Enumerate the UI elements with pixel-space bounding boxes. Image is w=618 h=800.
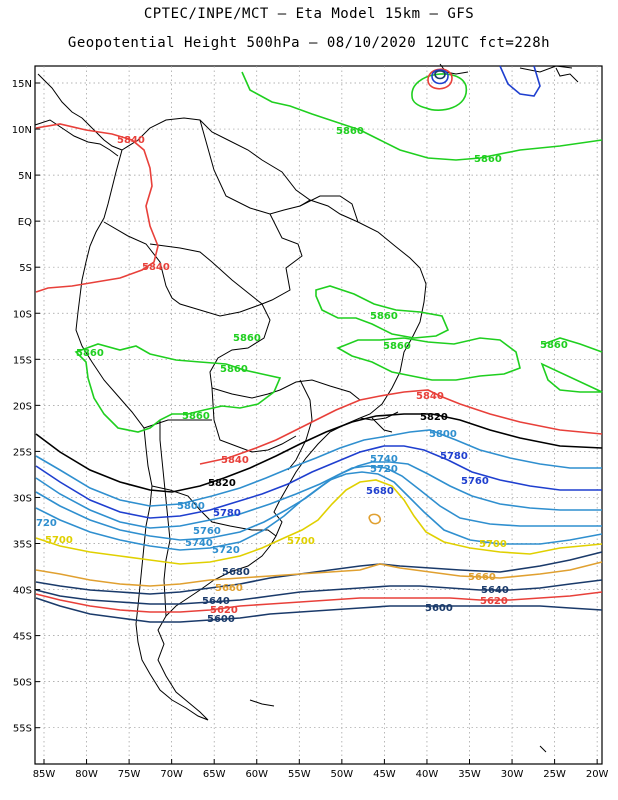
contour-label: 5800 [429, 429, 457, 440]
contour-label: 5800 [177, 501, 205, 512]
lat-tick-label: 45S [13, 632, 32, 643]
south-america-coast [75, 117, 427, 721]
title-line-2: Geopotential Height 500hPa – 08/10/2020 … [67, 35, 551, 51]
contour-lines [35, 65, 603, 623]
contour-label: 5620 [480, 596, 508, 607]
lat-tick-label: 15S [13, 355, 32, 366]
lat-tick-label: 35S [13, 540, 32, 551]
lat-tick-label: 20S [13, 401, 32, 412]
contour-5660 [35, 561, 603, 587]
lon-tick-label: 25W [543, 769, 566, 780]
title-line-1: CPTEC/INPE/MCT – Eta Model 15km – GFS [143, 6, 475, 22]
contour-label: 5780 [440, 451, 468, 462]
lon-tick-label: 55W [288, 769, 311, 780]
contour-label: 5660 [468, 572, 496, 583]
contour-label: 5860 [76, 348, 104, 359]
lon-tick-label: 20W [586, 769, 609, 780]
contour-5700 [35, 479, 603, 565]
contour-label: 5780 [213, 508, 241, 519]
lat-tick-label: 10N [12, 125, 32, 136]
lat-tick-label: 40S [13, 586, 32, 597]
contour-label: 5740 [370, 454, 398, 465]
lon-tick-label: 70W [160, 769, 183, 780]
contour-label: 5620 [210, 605, 238, 616]
contour-label: 5660 [215, 583, 243, 594]
contour-label: 5600 [207, 614, 235, 625]
contour-label: 5760 [193, 526, 221, 537]
lon-tick-label: 30W [501, 769, 524, 780]
contour-5840-west [35, 123, 159, 293]
contour-label: 5760 [461, 476, 489, 487]
lat-tick-label: 55S [13, 724, 32, 735]
lon-tick-label: 60W [245, 769, 268, 780]
lon-tick-label: 40W [416, 769, 439, 780]
lon-tick-label: 85W [33, 769, 56, 780]
contour-label: 5860 [336, 126, 364, 137]
lon-tick-label: 35W [458, 769, 481, 780]
lat-tick-label: 5N [18, 171, 32, 182]
lon-tick-label: 65W [203, 769, 226, 780]
lon-tick-label: 80W [75, 769, 98, 780]
contour-label: 5700 [479, 539, 507, 550]
lat-tick-label: 50S [13, 678, 32, 689]
contour-labels: 5840 5860 5860 5840 5860 5860 5860 5860 … [36, 126, 568, 625]
lat-tick-label: 15N [12, 79, 32, 90]
contour-label: 5680 [222, 567, 250, 578]
contour-5840-south [199, 389, 603, 465]
contour-5820 [35, 413, 603, 493]
lat-tick-label: 25S [13, 447, 32, 458]
lon-tick-label: 75W [118, 769, 141, 780]
graticule [35, 66, 602, 764]
contour-label: 5840 [142, 262, 170, 273]
contour-label: 5640 [202, 596, 230, 607]
contour-label: 5700 [287, 536, 315, 547]
contour-label: 5840 [416, 391, 444, 402]
lat-tick-label: EQ [18, 217, 32, 228]
central-america-coast [37, 73, 123, 151]
contour-label: 5860 [383, 341, 411, 352]
contour-label: 5840 [221, 455, 249, 466]
contour-label: 5860 [474, 154, 502, 165]
contour-label: 5740 [185, 538, 213, 549]
contour-label: 5640 [481, 585, 509, 596]
lat-tick-label: 10S [13, 309, 32, 320]
contour-label: 720 [36, 518, 57, 529]
contour-label: 5820 [420, 412, 448, 423]
contour-5860-interior [74, 343, 282, 433]
lon-tick-label: 50W [331, 769, 354, 780]
lat-tick-label: 5S [19, 263, 32, 274]
latitude-ticks: 15N 10N 5N EQ 5S 10S 15S 20S 25S 30S 35S 40S 45S 50S 5… [12, 79, 40, 735]
contour-5600 [35, 597, 603, 623]
contour-label: 5860 [370, 311, 398, 322]
lat-tick-label: 30S [13, 493, 32, 504]
contour-label: 5860 [182, 411, 210, 422]
contour-label: 5860 [540, 340, 568, 351]
contour-label: 5860 [220, 364, 248, 375]
contour-label: 5840 [117, 135, 145, 146]
map-frame [34, 65, 603, 765]
contour-label: 5680 [366, 486, 394, 497]
longitude-ticks: 85W 80W 75W 70W 65W 60W 55W 50W 45W 40W 35W 30W 25W 2… [33, 759, 609, 780]
contour-label: 5600 [425, 603, 453, 614]
lon-tick-label: 45W [373, 769, 396, 780]
contour-label: 5700 [45, 535, 73, 546]
contour-label: 5860 [233, 333, 261, 344]
contour-label: 5720 [212, 545, 240, 556]
contour-5860-north [241, 71, 603, 161]
contour-label: 5720 [370, 464, 398, 475]
contour-label: 5820 [208, 478, 236, 489]
